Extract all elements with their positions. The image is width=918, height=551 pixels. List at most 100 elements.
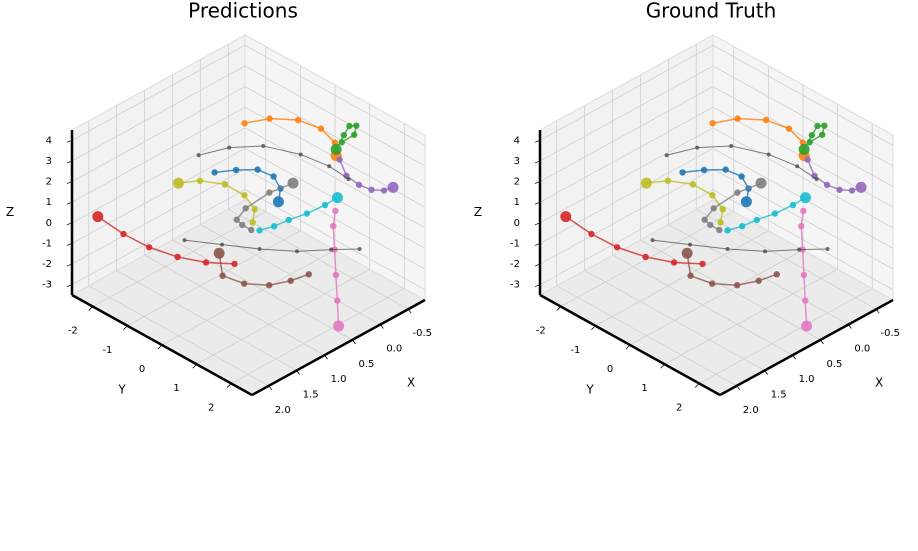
y-tick-label: 1: [641, 383, 647, 394]
trajectory-point: [734, 189, 741, 196]
z-tick-label: 1: [514, 197, 520, 208]
grid-line: [712, 127, 894, 229]
trajectory-point: [789, 201, 797, 209]
trajectory-point: [613, 244, 621, 251]
trajectory-point: [708, 280, 716, 287]
trajectory-point: [248, 226, 255, 234]
x-tick-label: 0.0: [386, 344, 402, 355]
trajectory-point: [848, 187, 856, 194]
z-tick-label: -1: [42, 238, 52, 249]
trajectory-point: [716, 226, 723, 234]
trajectory-point: [196, 153, 201, 158]
y-tick-label: -1: [570, 345, 580, 356]
grid-line: [539, 127, 714, 224]
trajectory-point: [254, 166, 261, 173]
trajectory-point: [707, 221, 714, 229]
trajectory-point: [806, 139, 813, 146]
trajectory-point: [719, 206, 726, 213]
trajectory-point: [202, 259, 210, 266]
trajectory-point: [688, 242, 693, 247]
y-tick-label: -2: [68, 326, 78, 337]
trajectory-point: [755, 277, 762, 284]
z-tick-label: -1: [510, 238, 520, 249]
trajectory-point: [251, 206, 258, 213]
trajectory-point: [689, 181, 697, 188]
z-tick-label: 4: [46, 135, 52, 146]
x-tick-label: 2.0: [275, 405, 291, 416]
trajectory-point: [321, 201, 329, 209]
trajectory-point: [800, 271, 808, 279]
y-tick-label: 2: [208, 402, 214, 413]
trajectory-point: [332, 207, 339, 215]
grid-line: [244, 189, 426, 291]
trajectory-point: [257, 246, 262, 251]
grid-line: [539, 189, 714, 286]
trajectory-line: [666, 145, 817, 180]
trajectory-point: [231, 260, 238, 268]
z-tick-label: 2: [46, 177, 52, 188]
trajectory-point: [709, 191, 716, 199]
x-tick-label: 1.5: [303, 389, 319, 400]
trajectory-point: [261, 143, 266, 148]
trajectory-point: [220, 242, 225, 247]
trajectory-point: [821, 122, 828, 129]
y-tick-label: 0: [607, 364, 613, 375]
trajectory-point: [642, 253, 649, 261]
trajectory-point: [763, 249, 768, 254]
trajectory-point: [120, 230, 127, 238]
z-tick-label: 0: [514, 218, 520, 229]
grid-line: [539, 148, 714, 244]
grid-line: [127, 230, 301, 327]
y-tick-label: -1: [102, 345, 112, 356]
trajectory-point: [802, 297, 809, 304]
trajectory-point: [771, 210, 779, 217]
trajectory-point: [227, 145, 232, 150]
grid-line: [629, 249, 804, 346]
z-tick-label: 2: [514, 177, 520, 188]
x-axis: [251, 298, 426, 397]
trajectory-point: [650, 238, 655, 243]
trajectory-point: [241, 191, 248, 199]
trajectory-point: [240, 280, 248, 287]
trajectory-point: [287, 277, 294, 284]
trajectory-point: [560, 211, 572, 223]
trajectory-point: [305, 271, 312, 278]
trajectory-point: [740, 196, 752, 208]
trajectory-point: [801, 320, 813, 332]
z-tick-label: -3: [510, 280, 520, 291]
x-axis-label: X: [875, 375, 883, 389]
trajectory-point: [338, 139, 345, 146]
z-tick-label: 3: [514, 156, 520, 167]
z-tick-label: -2: [510, 259, 520, 270]
trajectory-point: [303, 210, 311, 217]
trajectory-point: [265, 282, 273, 289]
trajectory-point: [346, 177, 351, 182]
trajectory-point: [317, 125, 325, 132]
trajectory-point: [687, 272, 694, 279]
trajectory-point: [270, 173, 277, 180]
trajectory-point: [724, 227, 731, 234]
z-tick-label: 1: [46, 197, 52, 208]
grid-line: [712, 189, 894, 291]
trajectory-point: [219, 272, 226, 279]
trajectory-point: [773, 271, 780, 278]
x-axis-label: X: [407, 375, 415, 389]
trajectory-point: [233, 216, 240, 223]
trajectory-point: [699, 260, 706, 268]
trajectory-point: [380, 187, 388, 194]
grid-line: [244, 44, 426, 146]
trajectory-point: [725, 246, 730, 251]
trajectory-line: [97, 215, 235, 265]
trajectory-point: [766, 152, 771, 157]
chart-title: Predictions: [188, 0, 298, 23]
grid-line: [244, 127, 426, 229]
y-tick-label: 2: [676, 402, 682, 413]
trajectory-point: [819, 131, 826, 138]
trajectory-point: [799, 192, 811, 204]
trajectory-point: [710, 205, 717, 212]
trajectory-point: [700, 166, 708, 174]
z-tick-label: 3: [46, 156, 52, 167]
trajectory-point: [722, 166, 729, 173]
grid-line: [595, 230, 769, 327]
